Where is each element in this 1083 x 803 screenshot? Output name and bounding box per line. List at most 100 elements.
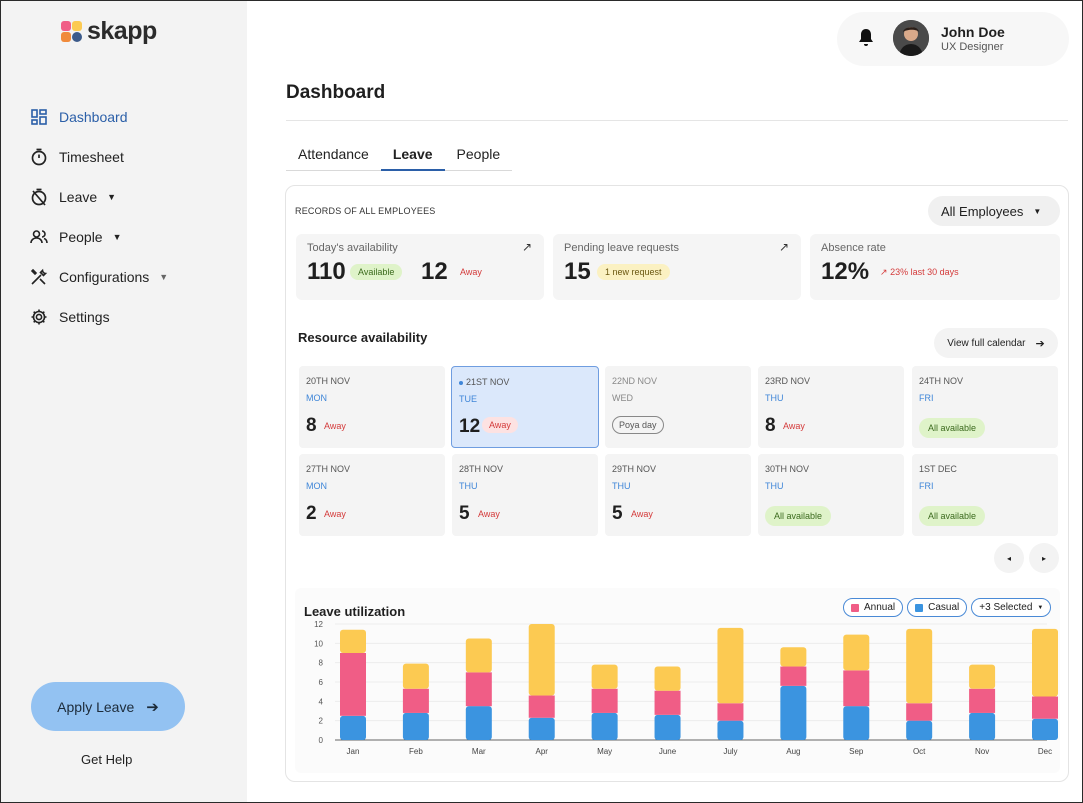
stat-label: Today's availability — [307, 242, 398, 254]
day-card[interactable]: 27TH NOV MON 2 Away — [299, 454, 445, 536]
user-card[interactable]: John Doe UX Designer — [837, 12, 1069, 66]
bar-segment-casual[interactable] — [780, 685, 807, 740]
bar-segment-other[interactable] — [591, 664, 618, 689]
bar-segment-other[interactable] — [340, 629, 366, 653]
legend-more-select[interactable]: +3 Selected ▼ — [971, 598, 1052, 617]
day-card[interactable]: 22ND NOV WED Poya day — [605, 366, 751, 448]
chevron-down-icon: ▼ — [1033, 206, 1042, 216]
bar-segment-casual[interactable] — [969, 712, 996, 740]
bar-segment-annual[interactable] — [969, 688, 996, 713]
bar-segment-annual[interactable] — [1032, 696, 1058, 719]
bar-segment-annual[interactable] — [906, 703, 933, 721]
chevron-down-icon: ▼ — [159, 272, 169, 282]
x-tick-label: Nov — [975, 747, 989, 756]
bar-segment-casual[interactable] — [340, 715, 366, 740]
y-tick-label: 6 — [319, 678, 324, 687]
bar-segment-casual[interactable] — [654, 714, 681, 740]
bar-segment-other[interactable] — [843, 634, 870, 671]
bar-segment-other[interactable] — [906, 628, 933, 704]
bar-segment-annual[interactable] — [843, 670, 870, 707]
bar-segment-casual[interactable] — [465, 706, 492, 740]
prev-page-button[interactable]: ◂ — [994, 543, 1024, 573]
legend-annual-chip[interactable]: Annual — [843, 598, 904, 617]
bar-segment-annual[interactable] — [591, 688, 618, 713]
bar-segment-annual[interactable] — [528, 695, 555, 718]
day-date: 20TH NOV — [306, 376, 351, 386]
bar-segment-casual[interactable] — [717, 720, 744, 740]
sidebar-item-label: Leave — [59, 189, 98, 205]
holiday-badge: Poya day — [612, 416, 664, 434]
bar-segment-other[interactable] — [465, 638, 492, 673]
y-tick-label: 12 — [314, 620, 323, 629]
day-card[interactable]: 23RD NOV THU 8 Away — [758, 366, 904, 448]
bar-segment-annual[interactable] — [402, 688, 429, 713]
bar-segment-annual[interactable] — [340, 653, 366, 716]
day-card[interactable]: 29TH NOV THU 5 Away — [605, 454, 751, 536]
bar-segment-annual[interactable] — [465, 672, 492, 707]
bar-segment-other[interactable] — [780, 647, 807, 667]
day-card-selected[interactable]: 21ST NOV TUE 12 Away — [451, 366, 599, 448]
day-weekday: THU — [765, 393, 784, 403]
x-tick-label: June — [659, 747, 677, 756]
sidebar-item-configurations[interactable]: Configurations ▼ — [29, 257, 168, 297]
away-count: 5 — [612, 503, 623, 524]
pending-requests-stat[interactable]: Pending leave requests ↗ 15 1 new reques… — [553, 234, 801, 300]
bar-segment-casual[interactable] — [1032, 718, 1058, 740]
sidebar-item-settings[interactable]: Settings — [29, 297, 168, 337]
tab-leave[interactable]: Leave — [380, 138, 445, 171]
bar-segment-annual[interactable] — [780, 666, 807, 686]
bar-segment-other[interactable] — [969, 664, 996, 689]
bar-segment-other[interactable] — [528, 624, 555, 696]
sidebar: skapp Dashboard Timesheet Leave ▼ — [1, 1, 247, 802]
bell-icon[interactable] — [857, 28, 875, 53]
arrow-up-right-icon[interactable]: ↗ — [778, 240, 789, 254]
day-card[interactable]: 28TH NOV THU 5 Away — [452, 454, 598, 536]
sidebar-nav: Dashboard Timesheet Leave ▼ People — [29, 97, 168, 337]
bar-segment-annual[interactable] — [717, 703, 744, 721]
bar-segment-other[interactable] — [402, 663, 429, 689]
day-date: 28TH NOV — [459, 464, 504, 474]
bar-segment-casual[interactable] — [402, 712, 429, 740]
chevron-down-icon: ▼ — [112, 232, 122, 242]
all-available-badge: All available — [919, 506, 986, 526]
view-calendar-button[interactable]: View full calendar ➔ — [934, 328, 1058, 358]
bar-segment-other[interactable] — [717, 627, 744, 704]
bar-segment-annual[interactable] — [654, 690, 681, 715]
sidebar-item-dashboard[interactable]: Dashboard — [29, 97, 168, 137]
day-card[interactable]: 24TH NOV FRI All available — [912, 366, 1058, 448]
day-card[interactable]: 30TH NOV THU All available — [758, 454, 904, 536]
get-help-link[interactable]: Get Help — [81, 752, 133, 767]
x-tick-label: Sep — [849, 747, 864, 756]
day-card[interactable]: 20TH NOV MON 8 Away — [299, 366, 445, 448]
availability-stat[interactable]: Today's availability ↗ 110 Available 12 … — [296, 234, 544, 300]
day-date: 22ND NOV — [612, 376, 658, 386]
sidebar-item-leave[interactable]: Leave ▼ — [29, 177, 168, 217]
bar-segment-other[interactable] — [1032, 628, 1058, 697]
away-label: Away — [631, 509, 653, 519]
apply-leave-button[interactable]: Apply Leave ➔ — [31, 682, 185, 731]
day-date: 23RD NOV — [765, 376, 811, 386]
sidebar-item-timesheet[interactable]: Timesheet — [29, 137, 168, 177]
day-weekday: MON — [306, 393, 327, 403]
tab-attendance[interactable]: Attendance — [286, 138, 381, 171]
avatar[interactable] — [893, 20, 929, 56]
bar-segment-casual[interactable] — [528, 717, 555, 740]
legend-more-label: +3 Selected — [979, 602, 1033, 613]
logo[interactable]: skapp — [61, 17, 157, 46]
bar-segment-casual[interactable] — [843, 706, 870, 740]
arrow-up-right-icon[interactable]: ↗ — [521, 240, 532, 254]
bar-segment-casual[interactable] — [906, 720, 933, 740]
day-card[interactable]: 1ST DEC FRI All available — [912, 454, 1058, 536]
tab-people[interactable]: People — [444, 138, 513, 171]
next-page-button[interactable]: ▸ — [1029, 543, 1059, 573]
sidebar-item-people[interactable]: People ▼ — [29, 217, 168, 257]
bar-segment-other[interactable] — [654, 666, 681, 691]
y-tick-label: 0 — [319, 736, 324, 745]
away-count: 8 — [306, 415, 317, 436]
employee-filter-select[interactable]: All Employees ▼ — [928, 196, 1060, 226]
bar-segment-casual[interactable] — [591, 712, 618, 740]
legend-casual-chip[interactable]: Casual — [907, 598, 968, 617]
x-tick-label: Dec — [1038, 747, 1052, 756]
arrow-right-icon: ➔ — [1035, 337, 1045, 350]
